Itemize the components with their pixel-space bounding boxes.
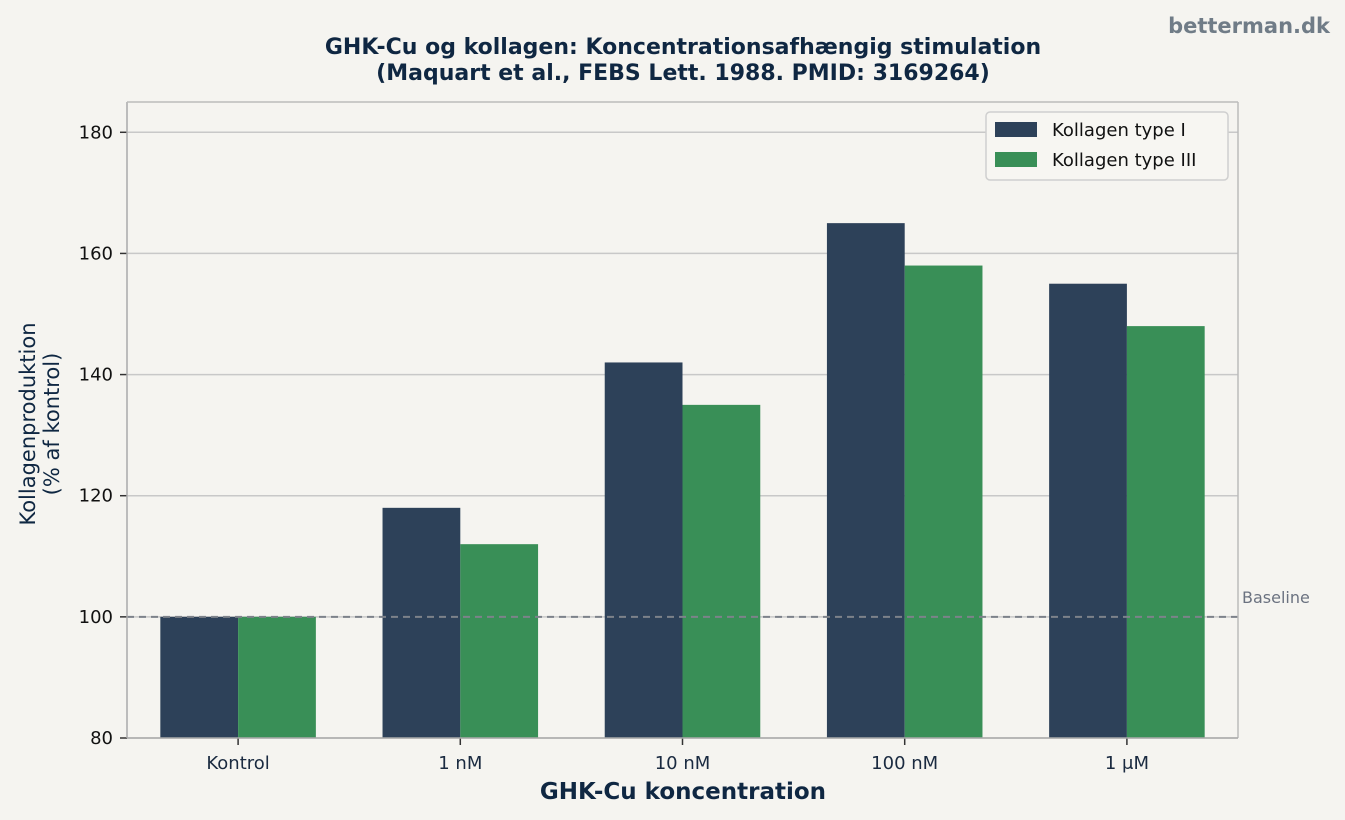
x-tick-label: 100 nM (871, 753, 938, 774)
watermark: betterman.dk (1168, 14, 1331, 38)
bar-type-1-kontrol (160, 616, 239, 738)
bar-type-3-1-μm (1126, 326, 1205, 738)
legend-swatch-type-3 (995, 152, 1037, 167)
baseline-label: Baseline (1242, 588, 1310, 607)
bar-type-3-10-nm (682, 404, 761, 738)
bar-type-3-100-nm (904, 265, 983, 738)
x-axis-label: GHK-Cu koncentration (540, 779, 826, 805)
y-tick-label: 160 (79, 243, 113, 264)
y-tick-label: 100 (79, 607, 113, 628)
bar-type-3-kontrol (238, 616, 316, 738)
x-tick-label: 1 μM (1105, 753, 1149, 774)
legend-box (985, 111, 1229, 181)
plot-area: 80 100 120 140 160 180 Kontrol 1 nM 10 nM 100 nM 1… (79, 101, 1310, 774)
y-axis-label-line-1: Kollagenproduktion (16, 322, 40, 525)
legend-label-type-3: Kollagen type III (1052, 150, 1196, 171)
legend-swatch-type-1 (995, 122, 1037, 137)
y-tick-label: 140 (79, 365, 113, 386)
x-tick-label: 10 nM (655, 753, 711, 774)
bar-type-3-1-nm (460, 544, 539, 738)
bar-type-1-10-nm (604, 362, 683, 738)
bar-type-1-1-μm (1049, 283, 1127, 738)
bar-type-1-1-nm (382, 507, 461, 738)
legend: Kollagen type I Kollagen type III (985, 111, 1229, 181)
x-tick-label: 1 nM (438, 753, 482, 774)
chart-title-line-2: (Maquart et al., FEBS Lett. 1988. PMID: … (376, 61, 990, 86)
chart-title-line-1: GHK-Cu og kollagen: Koncentrationsafhæng… (325, 35, 1041, 60)
bar-type-1-100-nm (826, 223, 905, 739)
x-tick-label: Kontrol (206, 753, 269, 774)
legend-label-type-1: Kollagen type I (1052, 120, 1186, 141)
y-tick-label: 120 (79, 486, 113, 507)
y-tick-label: 180 (79, 122, 113, 143)
y-axis-label-line-2: (% af kontrol) (40, 353, 64, 496)
y-tick-label: 80 (90, 728, 113, 749)
